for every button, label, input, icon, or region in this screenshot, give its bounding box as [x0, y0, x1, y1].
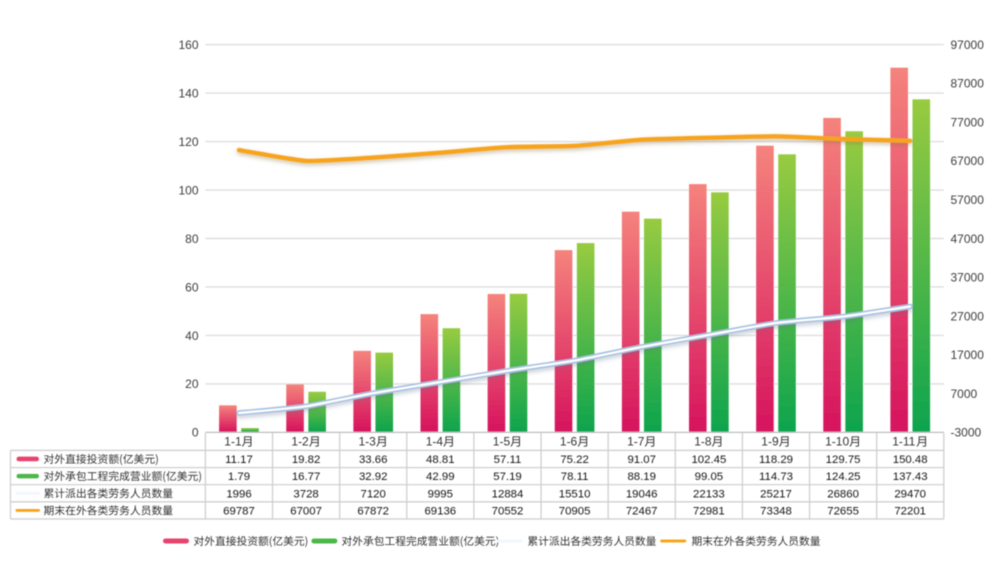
svg-text:102.45: 102.45 [691, 454, 726, 466]
svg-text:3728: 3728 [293, 488, 318, 500]
svg-text:47000: 47000 [951, 232, 985, 246]
svg-text:72981: 72981 [693, 505, 725, 517]
svg-text:7000: 7000 [951, 387, 978, 401]
svg-text:1-7: 1-7 [627, 435, 645, 449]
svg-text:72655: 72655 [827, 505, 859, 517]
svg-text:77000: 77000 [951, 116, 985, 130]
svg-text:32.92: 32.92 [359, 471, 388, 483]
svg-text:1-9: 1-9 [761, 435, 779, 449]
svg-text:1-2: 1-2 [291, 435, 309, 449]
svg-text:48.81: 48.81 [426, 454, 455, 466]
svg-text:60: 60 [185, 280, 199, 294]
svg-text:69787: 69787 [223, 505, 255, 517]
svg-text:1996: 1996 [226, 488, 251, 500]
svg-text:26860: 26860 [827, 488, 859, 500]
svg-text:57.11: 57.11 [494, 454, 522, 466]
svg-text:9995: 9995 [428, 488, 453, 500]
svg-text:1.79: 1.79 [228, 471, 250, 483]
svg-text:1-3: 1-3 [359, 435, 377, 449]
svg-text:91.07: 91.07 [627, 454, 656, 466]
svg-text:118.29: 118.29 [759, 454, 793, 466]
svg-text:22133: 22133 [693, 488, 725, 500]
svg-text:75.22: 75.22 [560, 454, 589, 466]
svg-text:1-8: 1-8 [694, 435, 712, 449]
svg-text:80: 80 [185, 232, 199, 246]
svg-text:70552: 70552 [492, 505, 524, 517]
svg-text:99.05: 99.05 [695, 471, 724, 483]
svg-text:97000: 97000 [951, 38, 985, 52]
svg-text:73348: 73348 [760, 505, 792, 517]
svg-text:37000: 37000 [951, 271, 985, 285]
svg-text:120: 120 [178, 135, 198, 149]
svg-text:19.82: 19.82 [292, 454, 321, 466]
svg-text:88.19: 88.19 [627, 471, 656, 483]
svg-text:11.17: 11.17 [225, 454, 253, 466]
svg-text:137.43: 137.43 [893, 471, 928, 483]
svg-text:1-6: 1-6 [560, 435, 578, 449]
svg-text:1-5: 1-5 [493, 435, 511, 449]
svg-text:12884: 12884 [492, 488, 524, 500]
svg-text:114.73: 114.73 [759, 471, 793, 483]
svg-text:67007: 67007 [290, 505, 322, 517]
svg-text:27000: 27000 [951, 309, 985, 323]
svg-text:40: 40 [185, 329, 199, 343]
svg-text:160: 160 [178, 38, 198, 52]
svg-text:129.75: 129.75 [826, 454, 861, 466]
svg-text:25217: 25217 [760, 488, 792, 500]
svg-text:57.19: 57.19 [493, 471, 522, 483]
svg-text:1-1: 1-1 [224, 435, 242, 449]
svg-text:69136: 69136 [424, 505, 456, 517]
svg-text:42.99: 42.99 [426, 471, 455, 483]
svg-text:7120: 7120 [361, 488, 386, 500]
svg-text:72467: 72467 [626, 505, 658, 517]
svg-text:15510: 15510 [559, 488, 591, 500]
svg-text:17000: 17000 [951, 348, 985, 362]
svg-text:70905: 70905 [559, 505, 591, 517]
svg-text:-3000: -3000 [951, 426, 982, 440]
svg-text:19046: 19046 [626, 488, 658, 500]
svg-text:20: 20 [185, 377, 199, 391]
svg-text:29470: 29470 [894, 488, 926, 500]
svg-text:33.66: 33.66 [359, 454, 388, 466]
svg-text:0: 0 [192, 426, 199, 440]
svg-text:72201: 72201 [894, 505, 926, 517]
svg-text:78.11: 78.11 [561, 471, 589, 483]
svg-text:140: 140 [178, 86, 198, 100]
svg-text:1-4: 1-4 [426, 435, 444, 449]
svg-text:1-10: 1-10 [825, 435, 849, 449]
svg-text:100: 100 [178, 183, 198, 197]
svg-text:1-11: 1-11 [892, 435, 915, 449]
svg-text:67000: 67000 [951, 154, 985, 168]
svg-text:57000: 57000 [951, 193, 985, 207]
svg-text:124.25: 124.25 [826, 471, 861, 483]
svg-text:150.48: 150.48 [893, 454, 928, 466]
svg-text:16.77: 16.77 [292, 471, 321, 483]
svg-text:87000: 87000 [951, 77, 985, 91]
svg-text:67872: 67872 [357, 505, 389, 517]
